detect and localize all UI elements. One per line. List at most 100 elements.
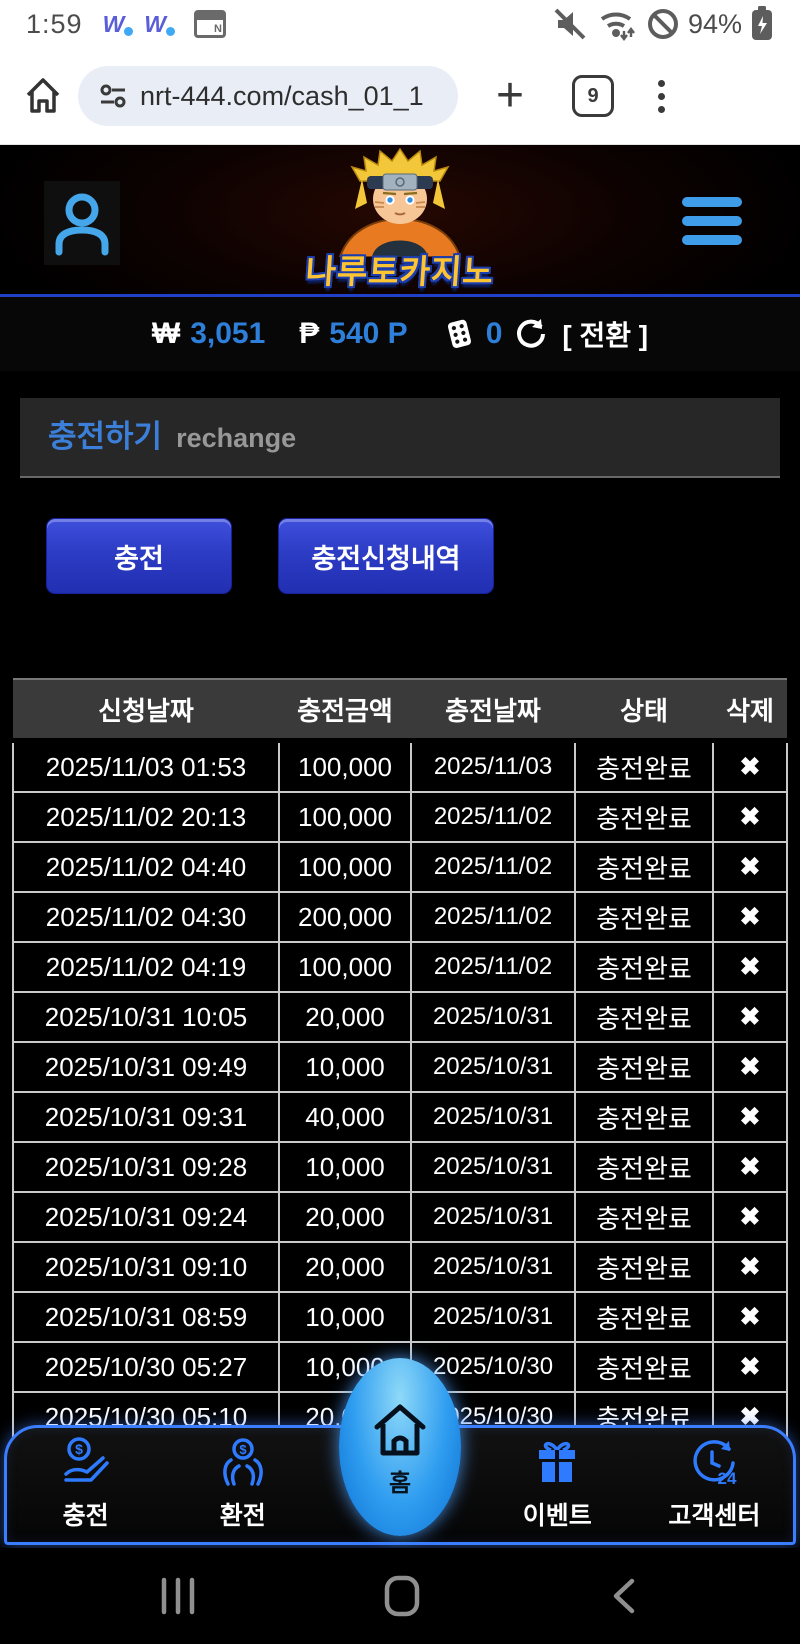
- interruption-blocked-icon: [647, 9, 678, 39]
- home-bubble[interactable]: 홈: [339, 1358, 461, 1536]
- charge-date-link[interactable]: 2025/11/02: [410, 791, 576, 843]
- amount-cell: 100,000: [278, 841, 412, 893]
- table-row: 2025/11/02 04:40 100,000 2025/11/02 충전완료…: [12, 841, 788, 893]
- charge-date-link[interactable]: 2025/11/03: [410, 739, 576, 793]
- profile-button[interactable]: [44, 181, 120, 265]
- nav-support[interactable]: 24 고객센터: [636, 1428, 793, 1542]
- status-cell: 충전완료: [574, 941, 714, 993]
- delete-button[interactable]: ✖: [712, 1091, 788, 1143]
- nav-exchange[interactable]: $ 환전: [164, 1428, 321, 1542]
- delete-button[interactable]: ✖: [712, 1341, 788, 1393]
- delete-button[interactable]: ✖: [712, 739, 788, 793]
- request-date-cell: 2025/10/31 09:24: [12, 1191, 280, 1243]
- peso-amount: 540 P: [329, 317, 408, 350]
- header-amount: 충전금액: [279, 678, 411, 743]
- amount-cell: 20,000: [278, 1191, 412, 1243]
- nav-deposit[interactable]: $ 충전: [7, 1428, 164, 1542]
- recharge-history-button[interactable]: 충전신청내역: [278, 518, 494, 594]
- amount-cell: 10,000: [278, 1141, 412, 1193]
- bottom-navigation: $ 충전 $ 환전 홈: [4, 1358, 796, 1545]
- delete-button[interactable]: ✖: [712, 791, 788, 843]
- site-settings-icon[interactable]: [98, 81, 128, 111]
- charge-date-link[interactable]: 2025/10/31: [410, 1091, 576, 1143]
- status-cell: 충전완료: [574, 1341, 714, 1393]
- delete-button[interactable]: ✖: [712, 1241, 788, 1293]
- deposit-hand-icon: $: [63, 1437, 109, 1482]
- action-buttons: 충전 충전신청내역: [46, 518, 800, 594]
- refresh-icon[interactable]: [514, 317, 548, 351]
- delete-button[interactable]: ✖: [712, 1191, 788, 1243]
- mute-icon: [554, 8, 586, 40]
- request-date-cell: 2025/11/02 20:13: [12, 791, 280, 843]
- delete-button[interactable]: ✖: [712, 891, 788, 943]
- browser-home-button[interactable]: [22, 75, 64, 117]
- nav-home[interactable]: 홈: [321, 1358, 478, 1542]
- request-date-cell: 2025/11/02 04:40: [12, 841, 280, 893]
- browser-toolbar: nrt-444.com/cash_01_1 + 9: [0, 48, 800, 145]
- delete-button[interactable]: ✖: [712, 991, 788, 1043]
- charge-date-link[interactable]: 2025/10/31: [410, 1191, 576, 1243]
- request-date-cell: 2025/11/03 01:53: [12, 739, 280, 793]
- ticket-count: 0: [485, 317, 503, 350]
- delete-button[interactable]: ✖: [712, 1141, 788, 1193]
- charge-date-link[interactable]: 2025/11/02: [410, 841, 576, 893]
- url-bar[interactable]: nrt-444.com/cash_01_1: [78, 66, 458, 126]
- site-header: 나루토카지노: [0, 145, 800, 297]
- clock-text: 1:59: [26, 8, 83, 39]
- site-logo[interactable]: 나루토카지노: [290, 145, 510, 295]
- tab-switcher-button[interactable]: 9: [572, 75, 615, 117]
- charge-date-link[interactable]: 2025/10/31: [410, 1041, 576, 1093]
- back-button[interactable]: [606, 1576, 642, 1616]
- notification-app-icon: W: [144, 11, 175, 38]
- recharge-button[interactable]: 충전: [46, 518, 232, 594]
- request-date-cell: 2025/11/02 04:19: [12, 941, 280, 993]
- page-subtitle: rechange: [176, 423, 297, 453]
- notification-app-icon: W: [103, 11, 134, 38]
- convert-button[interactable]: [ 전환 ]: [562, 320, 649, 351]
- url-text[interactable]: nrt-444.com/cash_01_1: [140, 80, 424, 111]
- delete-button[interactable]: ✖: [712, 1041, 788, 1093]
- nav-deposit-label: 충전: [62, 1502, 109, 1530]
- recharge-history-table: 신청날짜 충전금액 충전날짜 상태 삭제 2025/11/03 01:53 10…: [12, 678, 788, 1443]
- nav-home-label: 홈: [388, 1469, 412, 1497]
- amount-cell: 40,000: [278, 1091, 412, 1143]
- charge-date-link[interactable]: 2025/10/31: [410, 1241, 576, 1293]
- page-title-bar: 충전하기 rechange: [20, 398, 780, 478]
- table-row: 2025/10/31 09:49 10,000 2025/10/31 충전완료 …: [12, 1041, 788, 1093]
- request-date-cell: 2025/10/31 08:59: [12, 1291, 280, 1343]
- svg-text:$: $: [239, 1442, 247, 1457]
- recent-apps-button[interactable]: [158, 1576, 198, 1616]
- android-home-button[interactable]: [380, 1574, 424, 1618]
- charge-date-link[interactable]: 2025/10/31: [410, 1141, 576, 1193]
- delete-button[interactable]: ✖: [712, 941, 788, 993]
- amount-cell: 20,000: [278, 1241, 412, 1293]
- exchange-hands-icon: $: [222, 1438, 263, 1486]
- status-cell: 충전완료: [574, 891, 714, 943]
- charge-date-link[interactable]: 2025/11/02: [410, 891, 576, 943]
- charge-date-link[interactable]: 2025/10/31: [410, 991, 576, 1043]
- amount-cell: 100,000: [278, 791, 412, 843]
- nav-event[interactable]: 이벤트: [479, 1428, 636, 1542]
- header-request-date: 신청날짜: [13, 678, 279, 743]
- header-status: 상태: [575, 678, 713, 743]
- status-cell: 충전완료: [574, 841, 714, 893]
- svg-text:$: $: [75, 1441, 83, 1457]
- table-row: 2025/11/02 20:13 100,000 2025/11/02 충전완료…: [12, 791, 788, 843]
- delete-button[interactable]: ✖: [712, 1291, 788, 1343]
- support-24h-icon: 24: [693, 1440, 737, 1488]
- browser-menu-button[interactable]: [658, 79, 666, 113]
- table-header-row: 신청날짜 충전금액 충전날짜 상태 삭제: [13, 678, 787, 743]
- charge-date-link[interactable]: 2025/10/30: [410, 1341, 576, 1393]
- amount-cell: 100,000: [278, 739, 412, 793]
- battery-percent-text: 94%: [687, 8, 742, 39]
- amount-cell: 20,000: [278, 991, 412, 1043]
- balance-bar: ₩ 3,051 ₱ 540 P 0 [ 전환 ]: [0, 297, 800, 371]
- amount-cell: 100,000: [278, 941, 412, 993]
- nav-event-label: 이벤트: [522, 1502, 592, 1530]
- charge-date-link[interactable]: 2025/11/02: [410, 941, 576, 993]
- delete-button[interactable]: ✖: [712, 841, 788, 893]
- hamburger-menu-button[interactable]: [682, 197, 742, 245]
- charge-date-link[interactable]: 2025/10/31: [410, 1291, 576, 1343]
- home-icon: [374, 1404, 426, 1455]
